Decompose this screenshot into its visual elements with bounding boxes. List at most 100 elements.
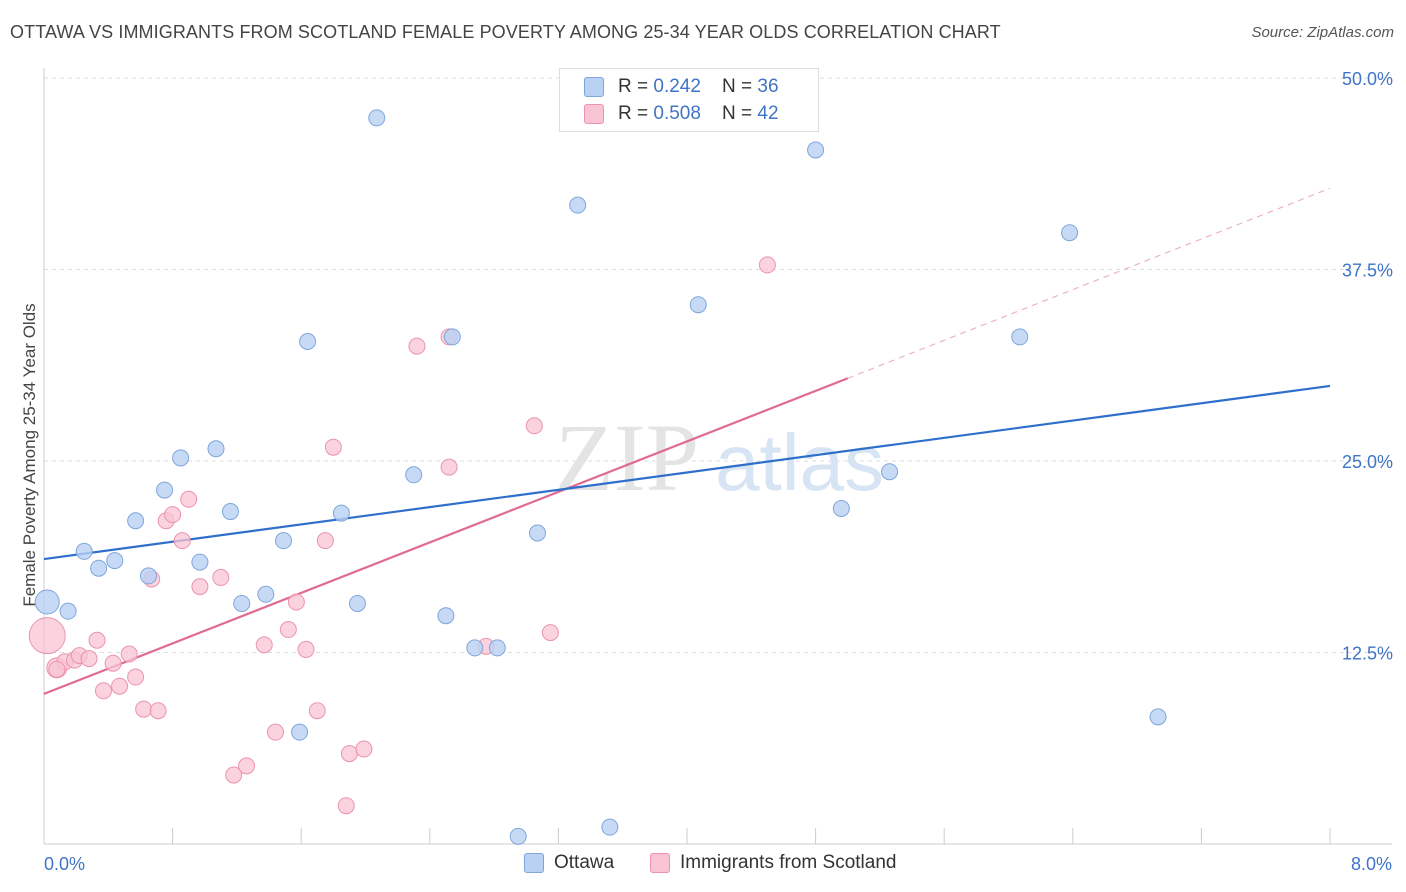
scotland-point [173, 532, 191, 550]
watermark: ZIP atlas [555, 404, 884, 511]
ottawa-point [172, 449, 190, 467]
scotland-point [541, 624, 559, 642]
ottawa-point [299, 333, 317, 351]
scotland-point [297, 640, 315, 658]
ottawa-point [106, 552, 124, 570]
scotland-trend-extension [847, 187, 1331, 379]
ottawa-point [291, 723, 309, 741]
ottawa-trend-line [43, 384, 1331, 561]
scotland-point [80, 650, 98, 668]
ottawa-point [139, 567, 157, 585]
ottawa-point [34, 589, 60, 615]
scotland-point [94, 682, 112, 700]
scotland-point [149, 702, 167, 720]
ottawa-swatch [584, 77, 604, 97]
ottawa-point [509, 827, 527, 845]
r-label: R = [618, 76, 654, 97]
n-value: 36 [757, 76, 779, 97]
legend-item-scotland[interactable]: Immigrants from Scotland [650, 852, 896, 874]
ottawa-point [368, 109, 386, 127]
ottawa-point [466, 639, 484, 657]
scotland-point [164, 506, 182, 524]
gridlines [44, 77, 1392, 653]
scotland-point [287, 593, 305, 611]
ottawa-point [529, 524, 547, 542]
stats-row-ottawa: R = 0.242 N = 36 [584, 75, 779, 99]
scotland-point [408, 337, 426, 355]
legend-label-scotland: Immigrants from Scotland [680, 852, 897, 873]
scotland-point [127, 668, 145, 686]
ottawa-point [233, 594, 251, 612]
ottawa-point [207, 440, 225, 458]
n-label: N = [722, 76, 758, 97]
legend-label-ottawa: Ottawa [554, 852, 615, 873]
scotland-point [324, 438, 342, 456]
scotland-point [316, 532, 334, 550]
n-label: N = [722, 103, 758, 124]
scotland-point [758, 256, 776, 274]
scotland-point [279, 621, 297, 639]
ottawa-point [221, 503, 239, 521]
scotland-point [135, 700, 153, 718]
scotland-point [28, 617, 66, 655]
legend-item-ottawa[interactable]: Ottawa [524, 852, 614, 874]
ottawa-point [881, 463, 899, 481]
ottawa-point [437, 607, 455, 625]
watermark-zip: ZIP [555, 404, 699, 511]
x-tick-label-min: 0.0% [44, 854, 85, 874]
ottawa-point [405, 466, 423, 484]
scotland-point [120, 645, 138, 663]
r-label: R = [618, 103, 654, 124]
x-tick-label-max: 8.0% [1351, 854, 1392, 874]
ottawa-point [59, 602, 77, 620]
y-tick-label: 37.5% [1342, 261, 1393, 281]
ottawa-point [1149, 708, 1167, 726]
ottawa-point [127, 512, 145, 530]
ottawa-point [191, 553, 209, 571]
scotland-point [180, 490, 198, 508]
ottawa-point [348, 594, 366, 612]
scotland-point [104, 654, 122, 672]
scotland-point [48, 660, 66, 678]
scotland-point [238, 757, 256, 775]
series-legend: Ottawa Immigrants from Scotland [0, 852, 1406, 878]
scotland-point [337, 797, 355, 815]
ottawa-point [443, 328, 461, 346]
ottawa-point [807, 141, 825, 159]
scotland-point [440, 458, 458, 476]
ottawa-point [75, 542, 93, 560]
ottawa-point [601, 818, 619, 836]
y-tick-label: 25.0% [1342, 452, 1393, 472]
source-credit: Source: ZipAtlas.com [1251, 24, 1394, 41]
axes [43, 68, 1392, 845]
chart-title: OTTAWA VS IMMIGRANTS FROM SCOTLAND FEMAL… [10, 22, 1001, 42]
ottawa-point [569, 196, 587, 214]
ottawa-point [332, 504, 350, 522]
stats-legend: R = 0.242 N = 36 R = 0.508 N = 42 [559, 68, 819, 132]
r-value: 0.242 [653, 76, 701, 97]
r-value: 0.508 [653, 103, 701, 124]
scotland-point [191, 578, 209, 596]
ottawa-point [156, 481, 174, 499]
scotland-point [212, 568, 230, 586]
ottawa-points [34, 109, 1167, 845]
watermark-atlas: atlas [715, 418, 884, 507]
scotland-point [225, 766, 243, 784]
ottawa-point [689, 296, 707, 314]
ottawa-point [257, 585, 275, 603]
ottawa-point [90, 559, 108, 577]
scotland-point [255, 636, 273, 654]
ottawa-point [1011, 328, 1029, 346]
scotland-point [340, 745, 358, 763]
trend-lines [43, 187, 1331, 695]
y-tick-label: 50.0% [1342, 69, 1393, 89]
scotland-point [88, 631, 106, 649]
scotland-point [111, 677, 129, 695]
scotland-point [525, 417, 543, 435]
stats-row-scotland: R = 0.508 N = 42 [584, 102, 779, 126]
scotland-trend-line [43, 377, 849, 695]
ottawa-point [832, 499, 850, 517]
scotland-points [28, 256, 776, 815]
ottawa-point [488, 639, 506, 657]
